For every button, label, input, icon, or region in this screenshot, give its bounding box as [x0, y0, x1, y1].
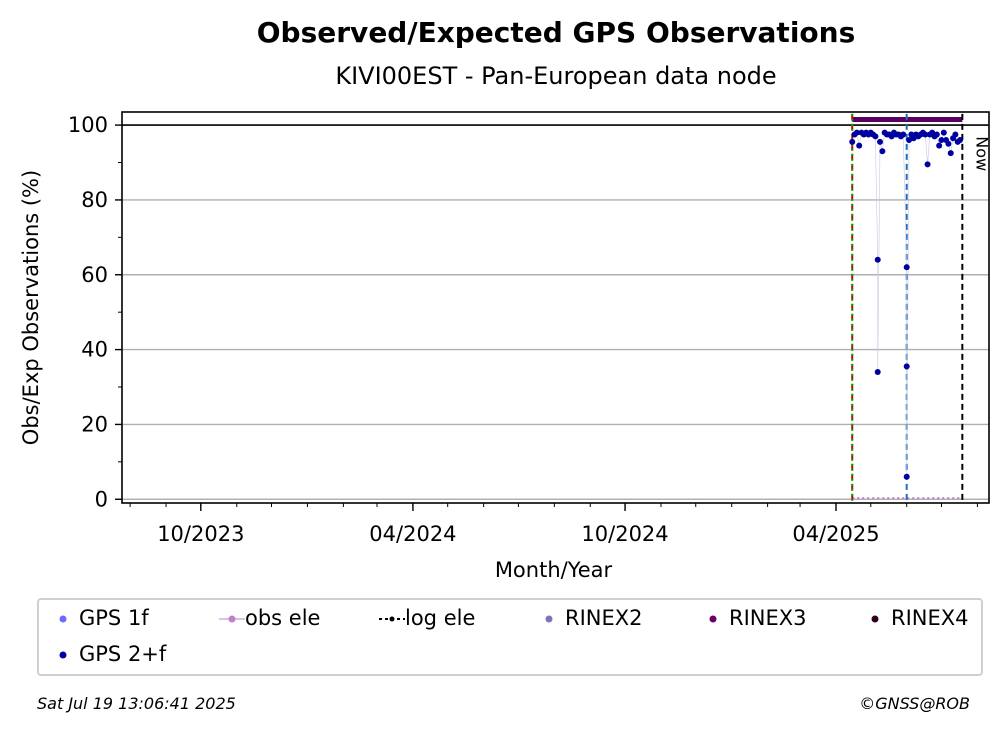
data-point — [874, 256, 881, 263]
data-point — [945, 140, 952, 147]
data-point — [874, 369, 881, 376]
legend-item: log ele — [379, 606, 475, 630]
data-point — [900, 131, 907, 138]
data-point — [879, 148, 886, 155]
xtick-label: 04/2024 — [369, 522, 456, 546]
ytick-label: 100 — [68, 113, 108, 137]
ytick-label: 40 — [81, 338, 108, 362]
legend-label: GPS 2+f — [79, 642, 167, 666]
data-point — [906, 137, 913, 144]
data-point — [936, 142, 943, 149]
footer-credit: ©GNSS@ROB — [859, 694, 970, 713]
legend-marker-icon — [59, 651, 67, 659]
ytick-label: 0 — [95, 487, 108, 511]
legend-item: RINEX2 — [539, 606, 643, 630]
data-point — [903, 363, 910, 370]
ytick-label: 20 — [81, 412, 108, 436]
legend-label: obs ele — [245, 606, 321, 630]
data-point — [903, 264, 910, 271]
legend-item: RINEX3 — [703, 606, 807, 630]
ytick-label: 60 — [81, 263, 108, 287]
legend-item: RINEX4 — [865, 606, 969, 630]
xtick-label: 10/2023 — [157, 522, 244, 546]
legend-marker-icon — [219, 615, 245, 623]
footer-timestamp: Sat Jul 19 13:06:41 2025 — [37, 694, 236, 713]
legend-marker-icon — [709, 615, 717, 623]
legend-item: GPS 1f — [53, 606, 149, 630]
plot-frame — [121, 111, 990, 504]
xtick-label: 10/2024 — [581, 522, 668, 546]
x-axis-label: Month/Year — [495, 558, 613, 582]
now-label: Now — [972, 136, 991, 171]
data-point — [933, 131, 940, 138]
data-point — [872, 133, 879, 140]
chart-subtitle: KIVI00EST - Pan-European data node — [335, 62, 777, 90]
data-point — [940, 129, 947, 136]
data-point — [877, 138, 884, 145]
legend-label: RINEX3 — [729, 606, 807, 630]
ytick-label: 80 — [81, 188, 108, 212]
data-point — [952, 131, 959, 138]
data-point — [853, 129, 860, 136]
legend-label: RINEX4 — [891, 606, 969, 630]
data-point — [938, 137, 945, 144]
legend-label: RINEX2 — [565, 606, 643, 630]
data-point — [924, 161, 931, 168]
legend-marker-icon — [545, 615, 553, 623]
data-point — [856, 142, 863, 149]
legend-item: GPS 2+f — [53, 642, 166, 666]
legend-label: log ele — [405, 606, 476, 630]
legend-marker-icon — [59, 615, 67, 623]
chart-svg: 0 20 40 60 80 100 10/2023 04/2024 10/2024 04/2025… — [19, 111, 991, 582]
data-point — [903, 473, 910, 480]
data-point — [849, 138, 856, 145]
chart-title: Observed/Expected GPS Observations — [256, 16, 856, 49]
legend-item: obs ele — [219, 606, 320, 630]
data-point — [922, 131, 929, 138]
legend-marker-icon — [871, 615, 879, 623]
legend-label: GPS 1f — [79, 606, 149, 630]
xtick-label: 04/2025 — [792, 522, 879, 546]
legend: GPS 1f obs ele log ele RINEX2 RINEX3 RINEX4 GP… — [37, 598, 983, 676]
data-point — [957, 137, 964, 144]
y-axis-label: Obs/Exp Observations (%) — [19, 170, 43, 445]
legend-marker-icon — [379, 616, 405, 622]
data-point — [947, 150, 954, 157]
